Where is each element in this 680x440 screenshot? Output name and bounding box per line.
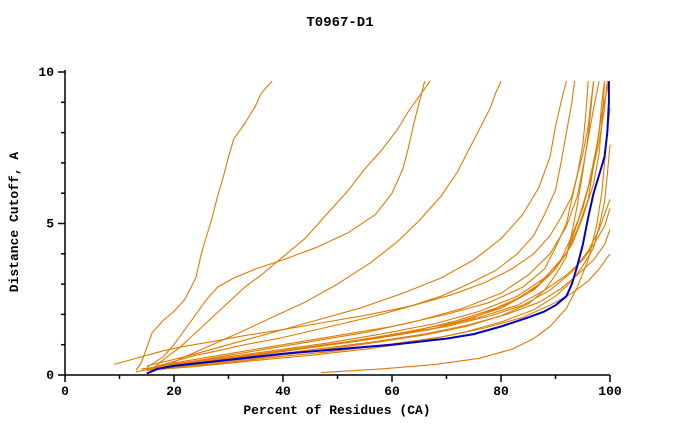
model-series-line	[135, 80, 273, 371]
x-tick-label: 80	[493, 384, 509, 399]
x-tick-labels: 0 20 40 60 80 100	[61, 384, 622, 399]
model-series-line	[157, 81, 576, 367]
y-tick-label: 5	[46, 217, 54, 232]
model-series-line	[141, 84, 606, 372]
y-tick-labels: 0 5 10	[38, 65, 54, 383]
model-series-line	[152, 229, 611, 370]
model-series-line	[113, 81, 595, 365]
model-series-line	[163, 208, 611, 368]
x-tick-label: 40	[275, 384, 291, 399]
x-tick-label: 100	[598, 384, 622, 399]
model-series-line	[135, 80, 610, 373]
highlight-series-line	[146, 81, 610, 375]
model-series-line	[146, 80, 567, 367]
x-tick-label: 20	[166, 384, 182, 399]
chart-title: T0967-D1	[306, 15, 373, 31]
x-ticks	[64, 375, 611, 382]
model-series-line	[146, 144, 611, 372]
y-ticks	[58, 71, 65, 376]
model-series-line	[141, 81, 606, 370]
x-tick-label: 0	[61, 384, 69, 399]
model-series-line	[152, 81, 595, 370]
model-series-line	[151, 80, 431, 370]
model-series-line	[157, 81, 608, 370]
model-series-line	[168, 253, 611, 369]
model-series-line	[146, 81, 589, 370]
y-axis-label: Distance Cutoff, A	[7, 152, 22, 293]
model-series-line	[162, 80, 502, 368]
y-tick-label: 0	[46, 368, 54, 383]
x-tick-label: 60	[384, 384, 400, 399]
y-tick-label: 10	[38, 65, 54, 80]
series-group	[113, 80, 611, 375]
model-series-line	[173, 199, 611, 367]
model-series-line	[152, 80, 600, 368]
model-series-line	[146, 80, 426, 368]
x-axis-label: Percent of Residues (CA)	[243, 403, 430, 418]
model-series-line	[321, 108, 611, 374]
